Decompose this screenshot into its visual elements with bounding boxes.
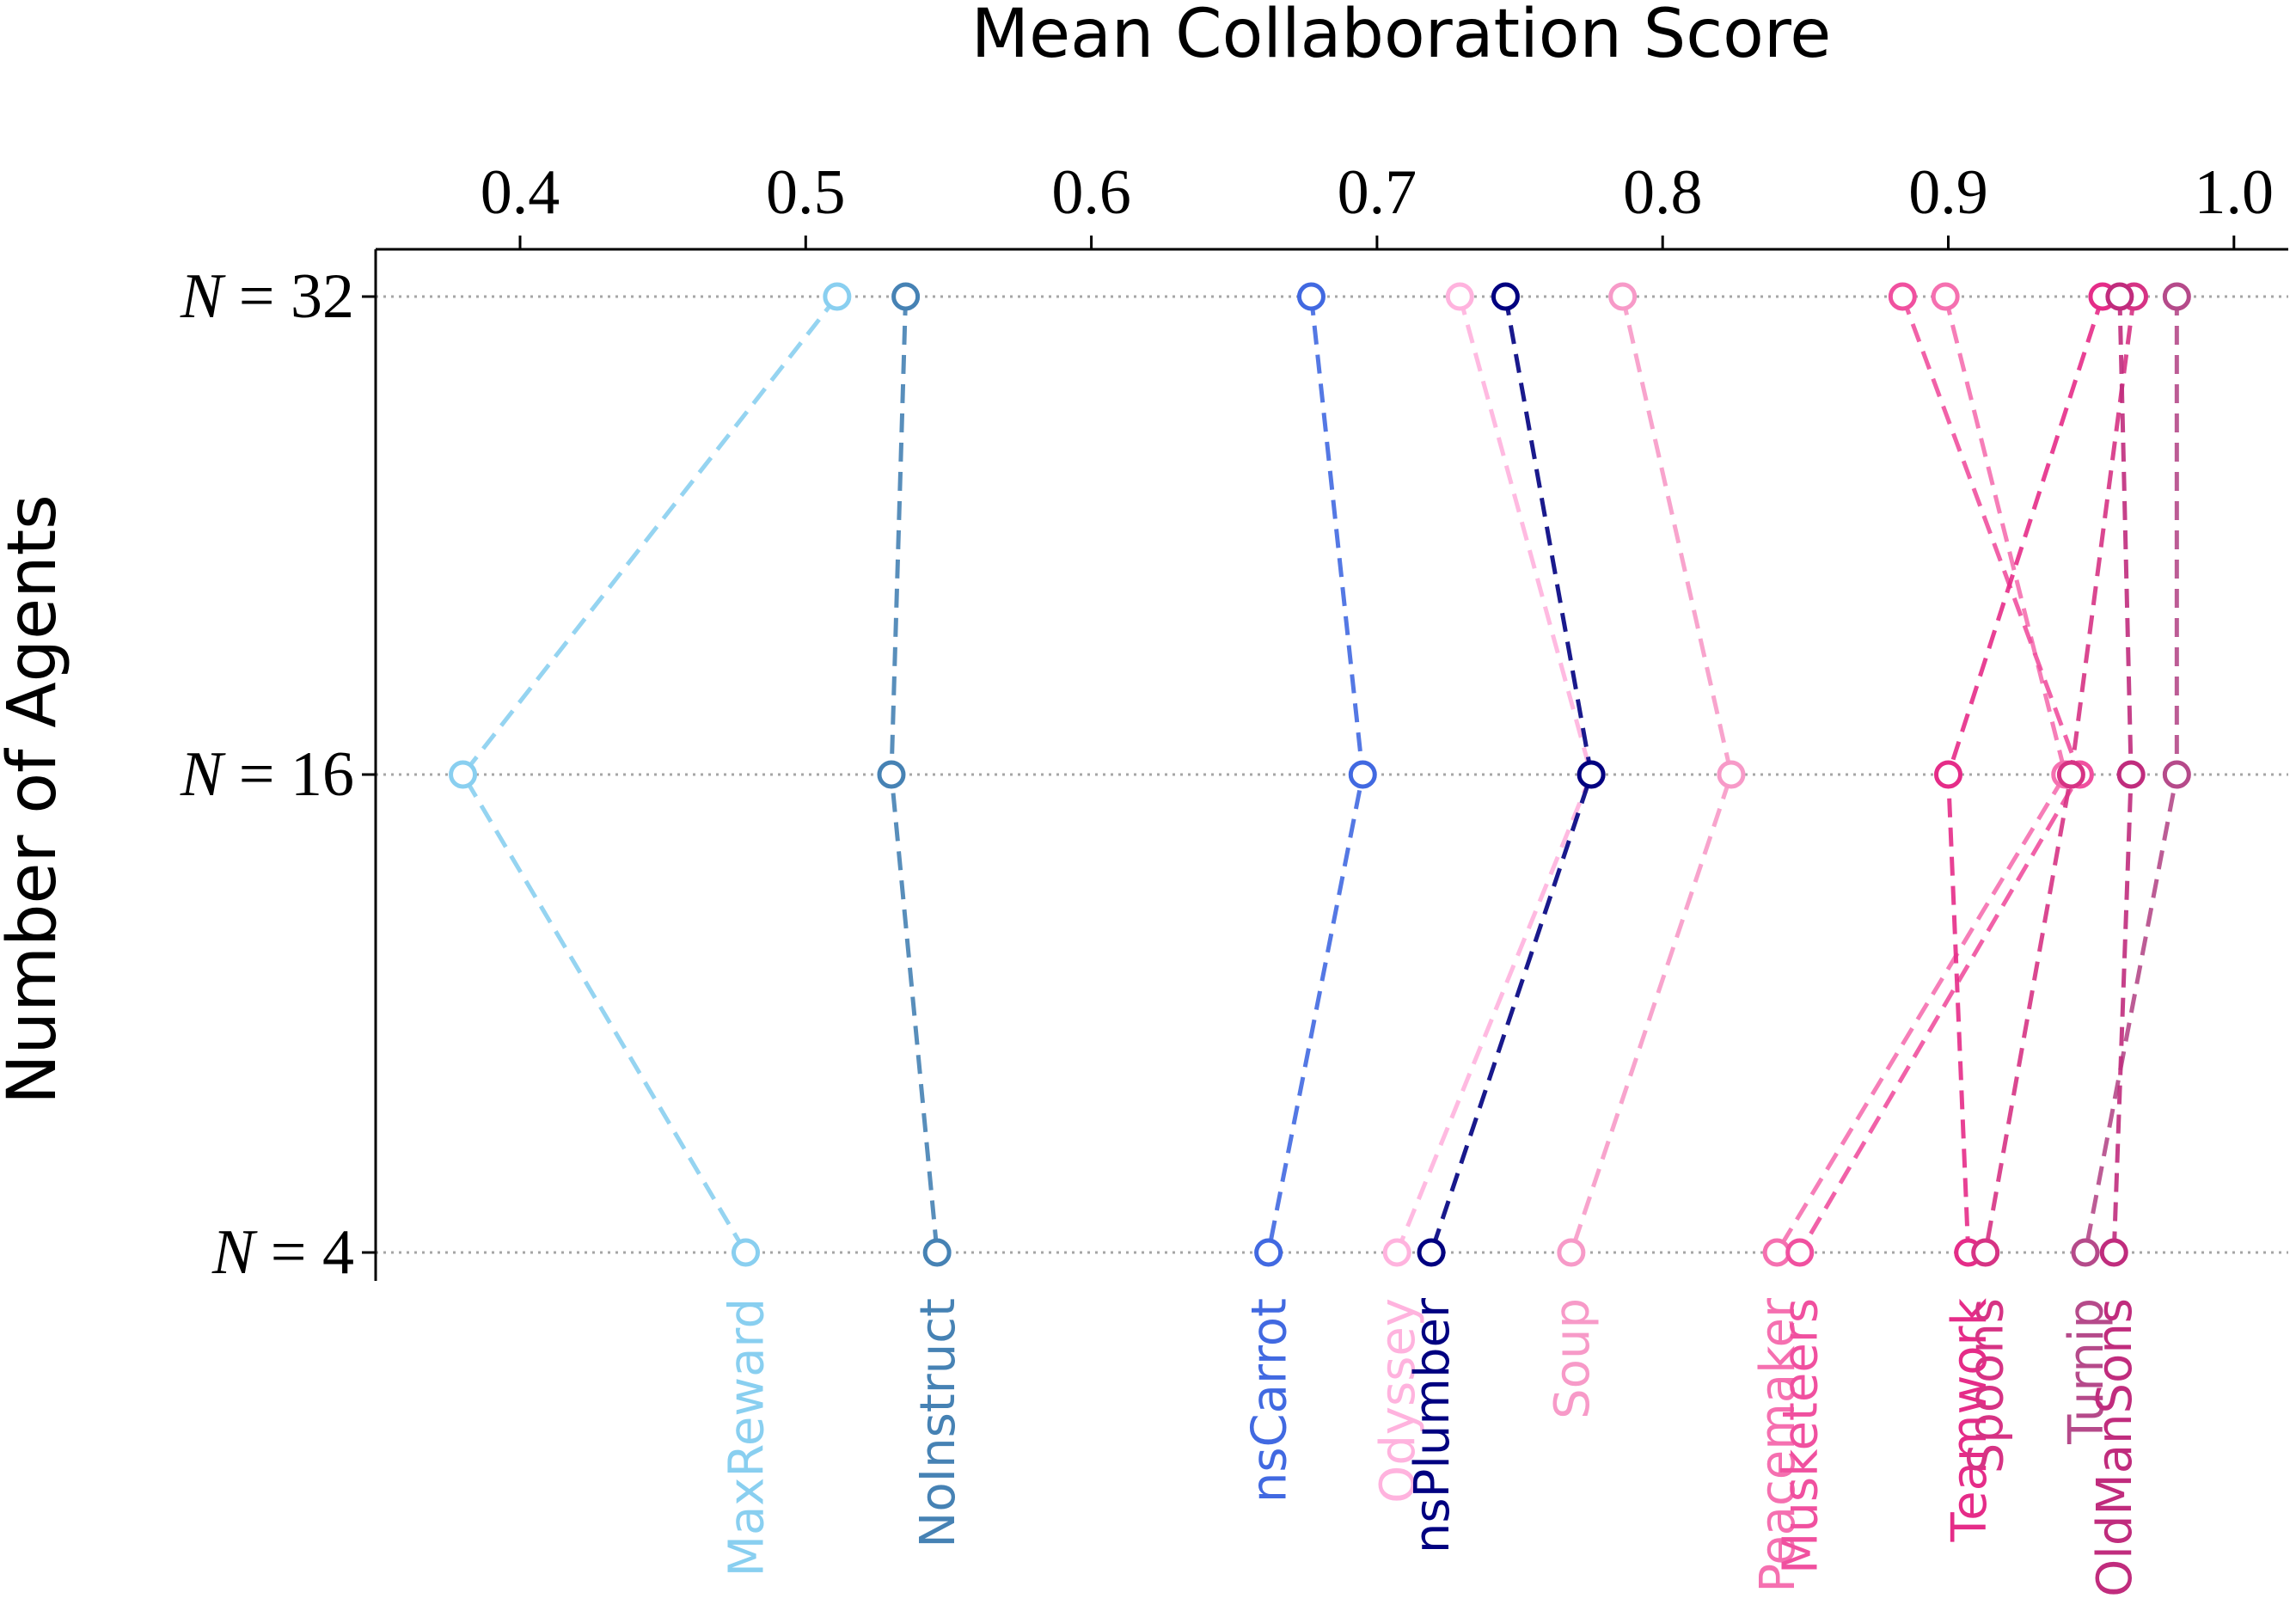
axes <box>374 248 2288 1281</box>
series-line <box>1394 296 1594 1253</box>
data-point <box>1931 282 1960 311</box>
data-point <box>1888 282 1917 311</box>
data-point <box>922 1238 952 1267</box>
series-label-MaxReward: MaxReward <box>719 1298 775 1577</box>
series-label-Spoons: Spoons <box>1959 1298 2015 1473</box>
data-point <box>1382 1238 1411 1267</box>
data-point <box>1254 1238 1283 1267</box>
series-Peacemaker <box>1762 282 2080 1267</box>
series-label-nsCarrot: nsCarrot <box>1242 1298 1298 1503</box>
x-tick-label: 0.4 <box>481 157 560 228</box>
y-tick-label-n: N <box>180 739 226 810</box>
y-tick-label: N = 4 <box>211 1217 354 1288</box>
data-point <box>1445 282 1474 311</box>
data-point <box>1577 760 1606 789</box>
series-label-Soup: Soup <box>1545 1298 1601 1419</box>
data-point <box>2162 282 2191 311</box>
series-label-Musketeers: Musketeers <box>1773 1298 1829 1574</box>
data-point <box>1762 1238 1791 1267</box>
data-point <box>2162 760 2191 789</box>
x-tick-label: 0.5 <box>766 157 846 228</box>
x-ticks: 0.4 0.5 0.6 0.7 0.8 0.9 1.0 <box>481 157 2274 249</box>
data-point <box>1971 1238 2000 1267</box>
series-label-Odyssey: Odyssey <box>1370 1298 1426 1504</box>
series-line <box>1569 296 1734 1253</box>
data-point <box>1934 760 1962 789</box>
data-point <box>1785 1238 1815 1267</box>
series-label-Teamwork: Teamwork <box>1942 1297 1998 1542</box>
series-Odyssey <box>1382 282 1606 1267</box>
data-point <box>1717 760 1746 789</box>
series-label-OldManSons: OldManSons <box>2087 1298 2143 1597</box>
data-point <box>1417 1238 1446 1267</box>
data-point <box>2099 1238 2128 1267</box>
data-point <box>1557 1238 1586 1267</box>
series-line <box>460 295 839 1254</box>
data-point <box>2071 1238 2100 1267</box>
series-line <box>1774 296 2068 1254</box>
series-nsCarrot <box>1254 282 1377 1267</box>
data-point <box>1348 760 1377 789</box>
data-point <box>732 1238 761 1267</box>
data-point <box>449 760 478 789</box>
y-ticks: N = 32N = 16N = 4 <box>180 261 376 1288</box>
x-tick-label: 0.6 <box>1051 157 1131 228</box>
y-tick-label-value: = 4 <box>254 1217 354 1288</box>
series-NoInstruct <box>877 282 952 1267</box>
series-nsPlumber <box>1417 282 1606 1267</box>
y-tick-label: N = 32 <box>180 261 354 332</box>
y-tick-label-value: = 32 <box>223 261 354 332</box>
series-OldManSons <box>2099 282 2146 1267</box>
series-label-nsPlumber: nsPlumber <box>1405 1297 1460 1553</box>
series-labels: MaxReward NoInstruct nsCarrot OdysseynsPlum… <box>719 1297 2144 1597</box>
data-point <box>2116 760 2146 789</box>
data-point <box>2105 282 2134 311</box>
x-tick-label: 0.7 <box>1338 157 1417 228</box>
x-tick-label: 0.9 <box>1908 157 1988 228</box>
y-tick-label-n: N <box>180 261 226 332</box>
y-tick-label-n: N <box>211 1217 258 1288</box>
series-label-Turnip: Turnip <box>2059 1298 2115 1445</box>
series-label-NoInstruct: NoInstruct <box>910 1298 966 1548</box>
series-Soup <box>1557 282 1746 1267</box>
data-point <box>1608 282 1638 311</box>
x-axis-title: Mean Collaboration Score <box>971 0 1831 73</box>
series-group <box>449 282 2191 1267</box>
x-tick-label: 1.0 <box>2195 157 2275 228</box>
series-label-Peacemaker: Peacemaker <box>1750 1297 1806 1593</box>
y-tick-label-value: = 16 <box>223 739 354 810</box>
data-point <box>877 760 906 789</box>
data-point <box>2056 760 2085 789</box>
series-MaxReward <box>449 282 852 1267</box>
data-point <box>891 282 921 311</box>
data-point <box>1491 282 1520 311</box>
x-tick-label: 0.8 <box>1623 157 1703 228</box>
y-tick-label: N = 16 <box>180 739 354 810</box>
data-point <box>823 282 852 311</box>
data-point <box>1296 282 1326 311</box>
series-Turnip <box>2071 282 2191 1267</box>
y-axis-title: Number of Agents <box>0 494 71 1105</box>
